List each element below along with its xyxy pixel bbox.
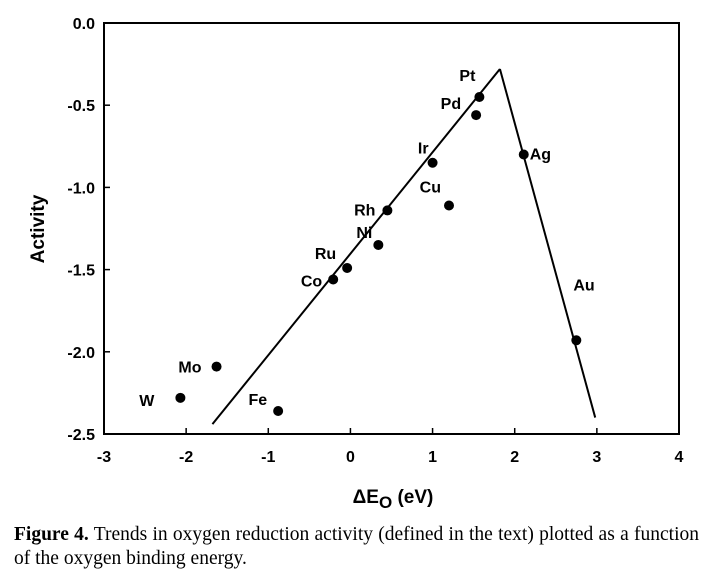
x-axis-title-unit: (eV) xyxy=(392,487,433,508)
figure-caption: Figure 4. Trends in oxygen reduction act… xyxy=(14,523,699,571)
data-point xyxy=(427,157,438,168)
point-label: W xyxy=(139,393,155,410)
y-tick-label: -1.0 xyxy=(67,180,95,197)
trend-line xyxy=(211,68,501,425)
data-point xyxy=(175,392,186,403)
data-points: W Mo Fe Co Ru Ni Rh Ir Cu Pd Pt Ag Au xyxy=(139,68,595,416)
y-tick-label: 0.0 xyxy=(73,16,95,33)
y-tick-label: -1.5 xyxy=(67,263,95,280)
point-label: Cu xyxy=(420,179,441,196)
y-axis-title: Activity xyxy=(28,194,49,263)
x-axis-title: ΔEO (eV) xyxy=(353,487,434,512)
data-point xyxy=(211,361,222,372)
x-tick-label: 3 xyxy=(592,449,601,466)
data-point xyxy=(373,239,384,250)
point-label: Au xyxy=(573,277,594,294)
point-label: Co xyxy=(301,273,323,290)
x-axis-title-main: ΔE xyxy=(353,487,379,508)
figure-caption-label: Figure 4. xyxy=(14,524,89,545)
x-tick-label: 4 xyxy=(675,449,684,466)
data-point xyxy=(273,405,284,416)
point-label: Rh xyxy=(354,202,375,219)
figure-caption-text: Trends in oxygen reduction activity (def… xyxy=(14,524,699,569)
point-label: Fe xyxy=(248,392,267,409)
axis-ticks: -3 -2 -1 0 1 2 3 4 0.0 -0.5 -1.0 -1.5 -2.0 -2.5 xyxy=(67,16,683,466)
y-tick-label: -0.5 xyxy=(67,98,95,115)
data-point xyxy=(571,335,582,346)
point-label: Ni xyxy=(356,225,372,242)
data-point xyxy=(471,110,482,121)
x-tick-label: 1 xyxy=(428,449,437,466)
data-point xyxy=(342,262,353,273)
trend-lines xyxy=(211,68,597,425)
data-point xyxy=(382,205,393,216)
point-label: Ag xyxy=(530,147,551,164)
plot-area xyxy=(103,22,680,435)
volcano-plot: -3 -2 -1 0 1 2 3 4 0.0 -0.5 -1.0 -1.5 -2.0 -2.5 W Mo Fe… xyxy=(28,16,684,512)
point-label: Ir xyxy=(418,141,429,158)
y-tick-label: -2.0 xyxy=(67,345,95,362)
x-tick-label: 2 xyxy=(510,449,519,466)
trend-line xyxy=(498,68,597,418)
plot-frame xyxy=(103,22,680,435)
data-point xyxy=(328,274,339,285)
x-tick-label: -3 xyxy=(97,449,111,466)
data-point xyxy=(474,91,485,102)
x-tick-label: -1 xyxy=(261,449,275,466)
y-tick-label: -2.5 xyxy=(67,427,95,444)
point-label: Mo xyxy=(178,360,201,377)
data-point xyxy=(444,200,454,211)
point-label: Pt xyxy=(459,68,476,85)
x-tick-label: 0 xyxy=(346,449,355,466)
point-label: Ru xyxy=(315,246,336,263)
point-label: Pd xyxy=(441,96,461,113)
data-point xyxy=(518,149,529,160)
x-axis-title-subscript: O xyxy=(379,493,392,512)
x-tick-label: -2 xyxy=(179,449,193,466)
